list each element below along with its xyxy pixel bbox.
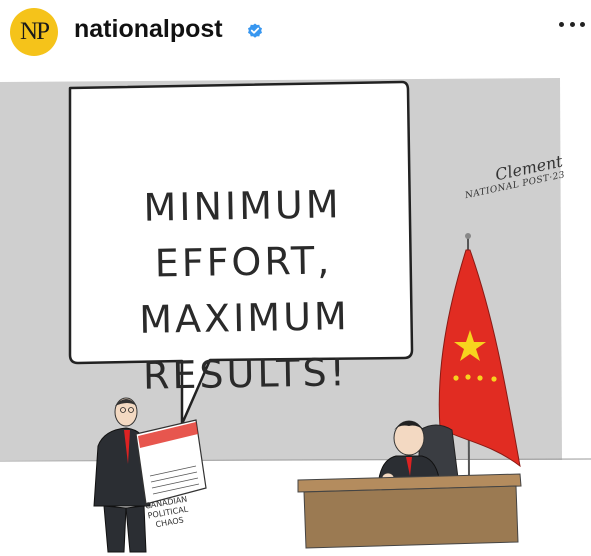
cartoon-illustration	[0, 78, 591, 556]
seated-figure-hair	[394, 421, 424, 430]
logo-text: NP	[20, 18, 50, 45]
newspaper-masthead	[138, 422, 198, 448]
more-options-icon[interactable]	[559, 14, 585, 34]
standing-figure-head	[114, 397, 138, 427]
verified-badge-icon	[248, 23, 262, 38]
flag-small-star	[453, 375, 459, 381]
newspaper-text-lines	[149, 465, 200, 495]
flag-small-star	[477, 375, 483, 381]
flag-pole-top	[465, 233, 471, 239]
flag-small-star	[465, 374, 471, 380]
flag-small-star	[491, 376, 497, 382]
flag-large-star	[454, 330, 486, 361]
speech-line: RESULTS!	[142, 350, 349, 398]
speech-line: EFFORT,	[154, 238, 333, 286]
speech-line: MAXIMUM	[138, 294, 351, 342]
username-link[interactable]: nationalpost	[74, 15, 223, 43]
standing-figure-tie	[124, 430, 130, 464]
speech-bubble-text: MINIMUM EFFORT, MAXIMUM RESULTS!	[92, 175, 396, 404]
desk-front	[303, 485, 519, 549]
speech-bubble	[68, 80, 414, 426]
post-header: NP nationalpost	[0, 0, 591, 68]
standing-figure-hair	[115, 399, 137, 406]
post-image: MINIMUM EFFORT, MAXIMUM RESULTS! Clement…	[0, 68, 591, 556]
profile-avatar[interactable]: NP	[10, 8, 58, 56]
seated-figure-tie	[406, 457, 412, 476]
standing-figure-legs	[103, 505, 127, 553]
china-flag	[438, 249, 521, 468]
speech-line: MINIMUM	[143, 182, 342, 230]
